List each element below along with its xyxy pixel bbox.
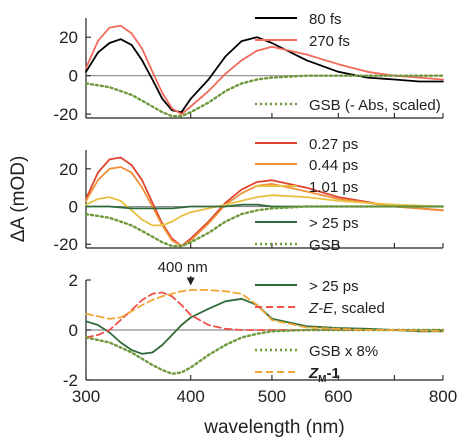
legend-label: GSB x 8% bbox=[309, 343, 378, 360]
series-line-gsb bbox=[84, 205, 445, 248]
legend-label: GSB bbox=[309, 237, 341, 254]
y-tick-label: 20 bbox=[59, 160, 78, 179]
legend-label-part: Z-E bbox=[308, 300, 334, 317]
series-line-z-m-1 bbox=[85, 289, 444, 333]
x-axis-label: wavelength (nm) bbox=[203, 417, 344, 438]
y-tick-label: 2 bbox=[69, 271, 78, 290]
series-line-1-01-ps bbox=[85, 194, 444, 227]
y-tick-label: 0 bbox=[69, 321, 78, 340]
x-tick-label: 800 bbox=[429, 387, 457, 406]
legend-label: Z-E, scaled bbox=[308, 300, 385, 317]
legend-label: 0.44 ps bbox=[309, 157, 358, 174]
y-tick-label: -20 bbox=[53, 105, 78, 124]
legend-label-part: Z bbox=[308, 365, 319, 382]
legend-label: 1.01 ps bbox=[309, 179, 358, 196]
x-tick-label: 400 bbox=[177, 387, 205, 406]
legend-label: GSB (- Abs, scaled) bbox=[309, 97, 441, 114]
y-tick-label: 0 bbox=[69, 67, 78, 86]
y-tick-label: -2 bbox=[63, 371, 78, 390]
annotation-label: 400 nm bbox=[158, 259, 208, 276]
y-axis-label: ΔA (mOD) bbox=[8, 156, 29, 243]
series-line-0-27-ps bbox=[85, 156, 444, 247]
legend-label: > 25 ps bbox=[309, 215, 359, 232]
legend-label-subscript: M bbox=[318, 374, 326, 385]
legend-label-part: -1 bbox=[327, 365, 340, 382]
x-tick-label: 500 bbox=[258, 387, 286, 406]
series-line-gsb-x-8- bbox=[84, 328, 445, 375]
legend-label: 80 fs bbox=[309, 11, 342, 28]
series-line-gsb-abs-scaled- bbox=[84, 74, 445, 118]
series-line-270-fs bbox=[85, 24, 444, 116]
legend-label: > 25 ps bbox=[309, 278, 359, 295]
y-tick-label: 0 bbox=[69, 198, 78, 217]
legend-label-part: , scaled bbox=[333, 300, 385, 317]
series-line--25-ps bbox=[85, 297, 444, 355]
y-tick-label: -20 bbox=[53, 235, 78, 254]
series-line-z-e-scaled bbox=[85, 291, 444, 339]
legend-label: 0.27 ps bbox=[309, 136, 358, 153]
annotation-arrow-head bbox=[186, 277, 195, 286]
series-line-80-fs bbox=[85, 36, 444, 114]
x-tick-label: 600 bbox=[324, 387, 352, 406]
y-tick-label: 20 bbox=[59, 28, 78, 47]
legend-label: 270 fs bbox=[309, 33, 350, 50]
x-tick-label: 300 bbox=[72, 387, 100, 406]
legend-label: ZM-1 bbox=[308, 365, 340, 385]
